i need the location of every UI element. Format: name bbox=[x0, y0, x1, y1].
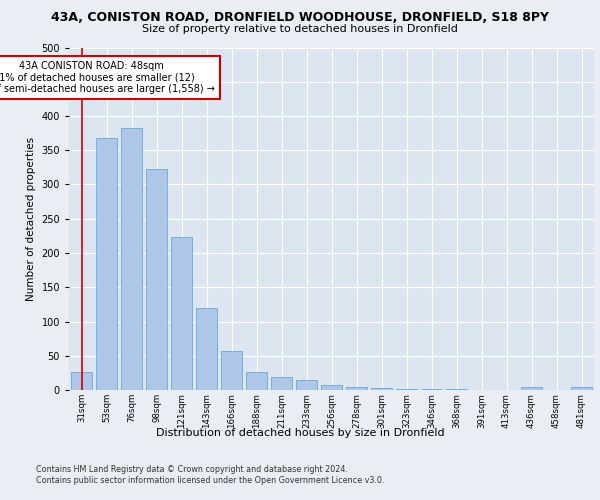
Bar bbox=[171, 236, 192, 390]
Bar bbox=[221, 351, 242, 390]
Text: 43A CONISTON ROAD: 48sqm
← 1% of detached houses are smaller (12)
99% of semi-de: 43A CONISTON ROAD: 48sqm ← 1% of detache… bbox=[0, 61, 215, 94]
Text: Distribution of detached houses by size in Dronfield: Distribution of detached houses by size … bbox=[155, 428, 445, 438]
Text: Size of property relative to detached houses in Dronfield: Size of property relative to detached ho… bbox=[142, 24, 458, 34]
Bar bbox=[121, 128, 142, 390]
Bar bbox=[371, 388, 392, 390]
Bar bbox=[71, 372, 92, 390]
Text: Contains public sector information licensed under the Open Government Licence v3: Contains public sector information licen… bbox=[36, 476, 385, 485]
Bar bbox=[521, 388, 542, 390]
Bar bbox=[146, 168, 167, 390]
Bar bbox=[96, 138, 117, 390]
Y-axis label: Number of detached properties: Number of detached properties bbox=[26, 136, 36, 301]
Bar bbox=[296, 380, 317, 390]
Bar bbox=[271, 377, 292, 390]
Bar bbox=[346, 386, 367, 390]
Text: Contains HM Land Registry data © Crown copyright and database right 2024.: Contains HM Land Registry data © Crown c… bbox=[36, 465, 348, 474]
Bar bbox=[396, 388, 417, 390]
Bar bbox=[321, 385, 342, 390]
Bar bbox=[571, 388, 592, 390]
Text: 43A, CONISTON ROAD, DRONFIELD WOODHOUSE, DRONFIELD, S18 8PY: 43A, CONISTON ROAD, DRONFIELD WOODHOUSE,… bbox=[51, 11, 549, 24]
Bar bbox=[246, 372, 267, 390]
Bar bbox=[196, 308, 217, 390]
